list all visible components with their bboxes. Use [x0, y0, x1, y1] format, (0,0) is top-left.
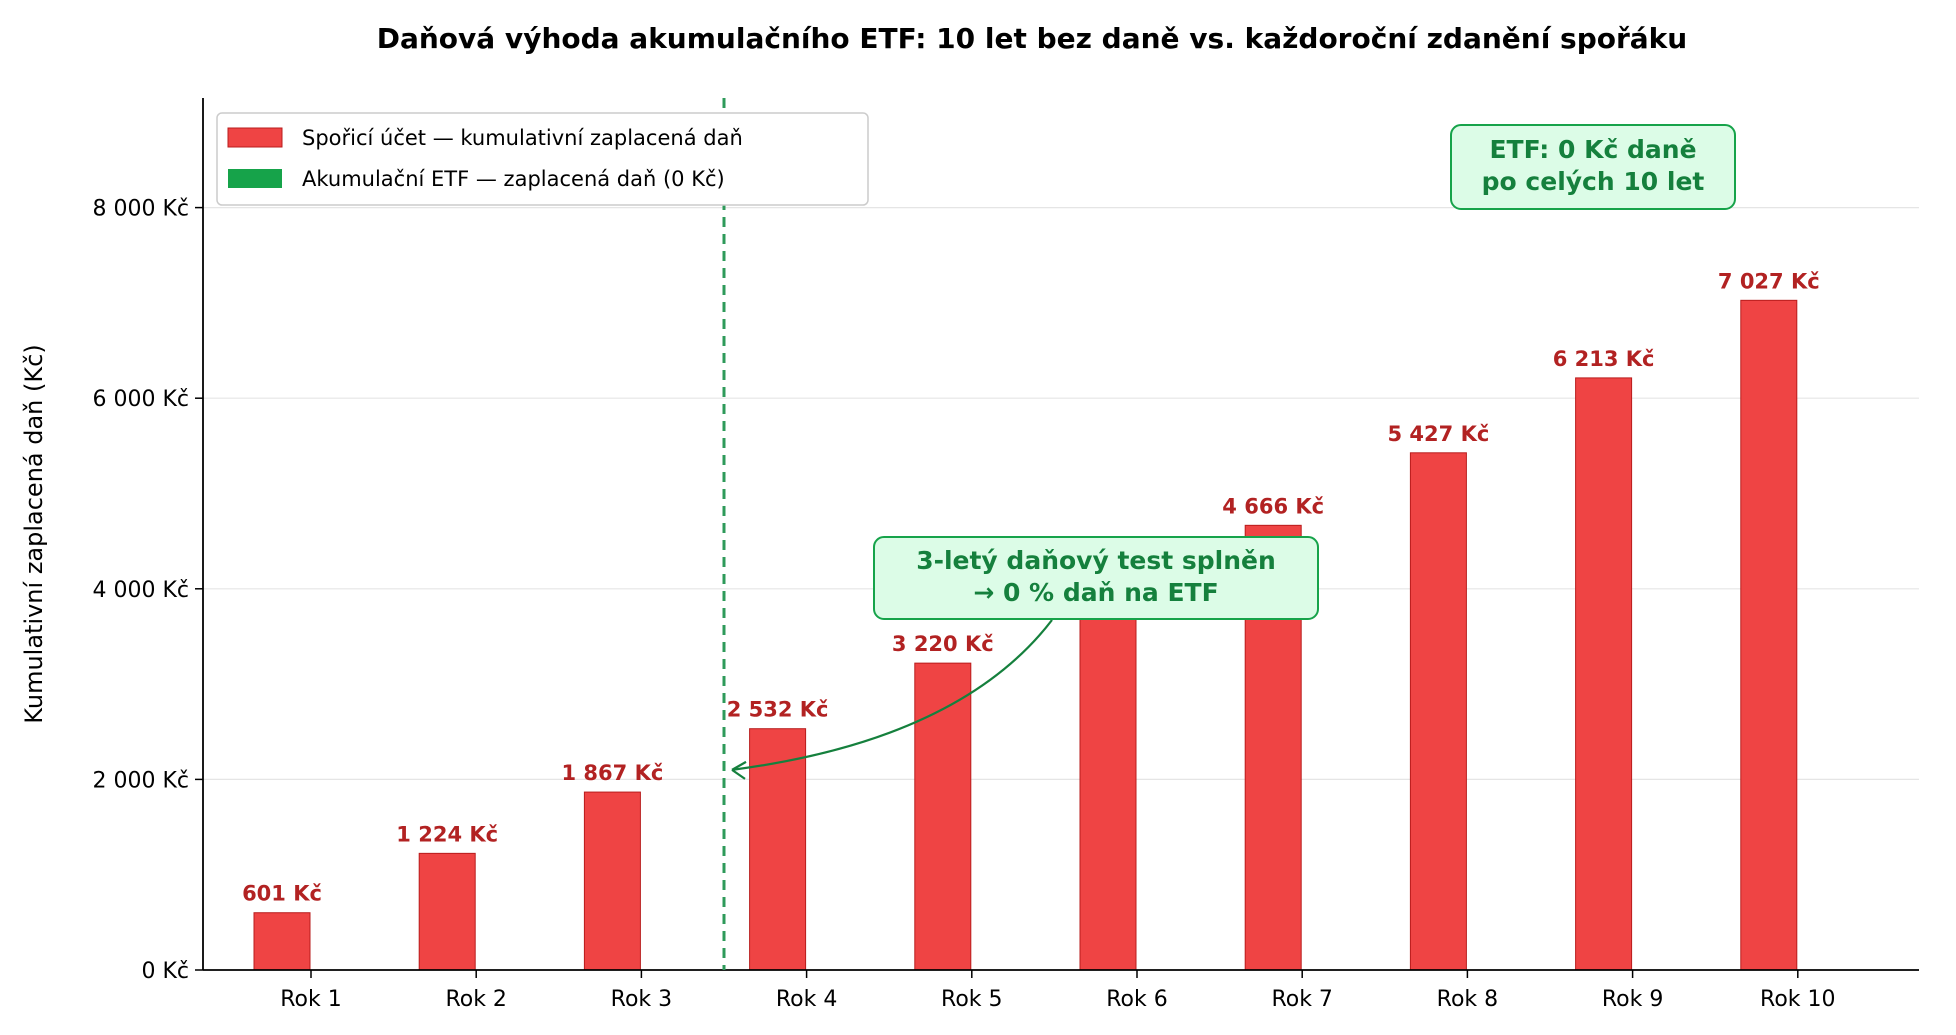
etf-annotation: ETF: 0 Kč daně po celých 10 let	[1450, 124, 1736, 210]
bar-value-label: 601 Kč	[242, 882, 322, 906]
bar-value-label: 6 213 Kč	[1553, 347, 1655, 371]
legend-swatch-etf	[228, 169, 282, 188]
bar-value-label: 5 427 Kč	[1388, 422, 1490, 446]
legend-label-etf: Akumulační ETF — zaplacená daň (0 Kč)	[302, 167, 725, 191]
annotation-arrow	[731, 619, 1053, 780]
bar-labels: 601 Kč 1 224 Kč 1 867 Kč 2 532 Kč 3 220 Kč 4 …	[242, 269, 1820, 905]
etf-note-line: ETF: 0 Kč daně	[1489, 135, 1696, 164]
y-tick-label: 8 000 Kč	[93, 197, 190, 222]
bar	[1409, 452, 1467, 971]
bar	[253, 912, 311, 971]
bar	[914, 662, 972, 971]
bar-value-label: 1 224 Kč	[396, 822, 498, 846]
x-tick-label: Rok 6	[1106, 987, 1168, 1012]
y-tick-label: 2 000 Kč	[93, 768, 190, 793]
test-note-line: 3-letý daňový test splněn	[916, 546, 1276, 575]
bar-value-label: 4 666 Kč	[1222, 494, 1324, 518]
x-tick-label: Rok 9	[1602, 987, 1664, 1012]
x-tick-label: Rok 5	[941, 987, 1003, 1012]
legend-label-savings: Spořicí účet — kumulativní zaplacená daň	[302, 126, 743, 150]
x-ticks: Rok 1 Rok 2 Rok 3 Rok 4 Rok 5 Rok 6 Rok 7 Rok 8…	[280, 970, 1836, 1012]
x-tick-label: Rok 7	[1271, 987, 1333, 1012]
annotation-arrow-curve	[731, 619, 1053, 771]
x-tick-label: Rok 8	[1437, 987, 1499, 1012]
annotation-arrow-head	[731, 760, 747, 780]
x-tick-label: Rok 4	[776, 987, 838, 1012]
bar-value-label: 2 532 Kč	[727, 698, 829, 722]
test-note-line: → 0 % daň na ETF	[973, 578, 1218, 607]
bar-value-label: 3 220 Kč	[892, 632, 994, 656]
bar	[418, 852, 476, 971]
test-annotation: 3-letý daňový test splněn → 0 % daň na ET…	[873, 536, 1319, 620]
bars	[253, 299, 1798, 971]
test-note-box	[873, 536, 1319, 620]
x-tick-label: Rok 10	[1760, 987, 1836, 1012]
legend: Spořicí účet — kumulativní zaplacená daň…	[216, 112, 869, 206]
bar	[583, 791, 641, 971]
y-tick-label: 6 000 Kč	[93, 387, 190, 412]
legend-swatch-savings	[227, 127, 283, 148]
etf-note-line: po celých 10 let	[1482, 167, 1705, 196]
bar	[749, 728, 807, 971]
chart-title: Daňová výhoda akumulačního ETF: 10 let b…	[377, 22, 1688, 55]
legend-frame	[216, 112, 869, 206]
y-tick-label: 0 Kč	[141, 959, 189, 984]
y-tick-label: 4 000 Kč	[93, 578, 190, 603]
grid-lines	[203, 206, 1919, 780]
bar	[1079, 594, 1137, 971]
bar	[1740, 299, 1798, 971]
x-tick-label: Rok 3	[611, 987, 673, 1012]
y-ticks: 0 Kč 2 000 Kč 4 000 Kč 6 000 Kč 8 000 Kč	[93, 197, 203, 984]
bar-value-label: 7 027 Kč	[1718, 269, 1820, 293]
etf-note-box	[1450, 124, 1736, 210]
bar	[1575, 377, 1633, 971]
y-axis-label: Kumulativní zaplacená daň (Kč)	[20, 344, 48, 723]
x-tick-label: Rok 2	[445, 987, 507, 1012]
bar-value-label: 1 867 Kč	[562, 761, 664, 785]
x-tick-label: Rok 1	[280, 987, 342, 1012]
